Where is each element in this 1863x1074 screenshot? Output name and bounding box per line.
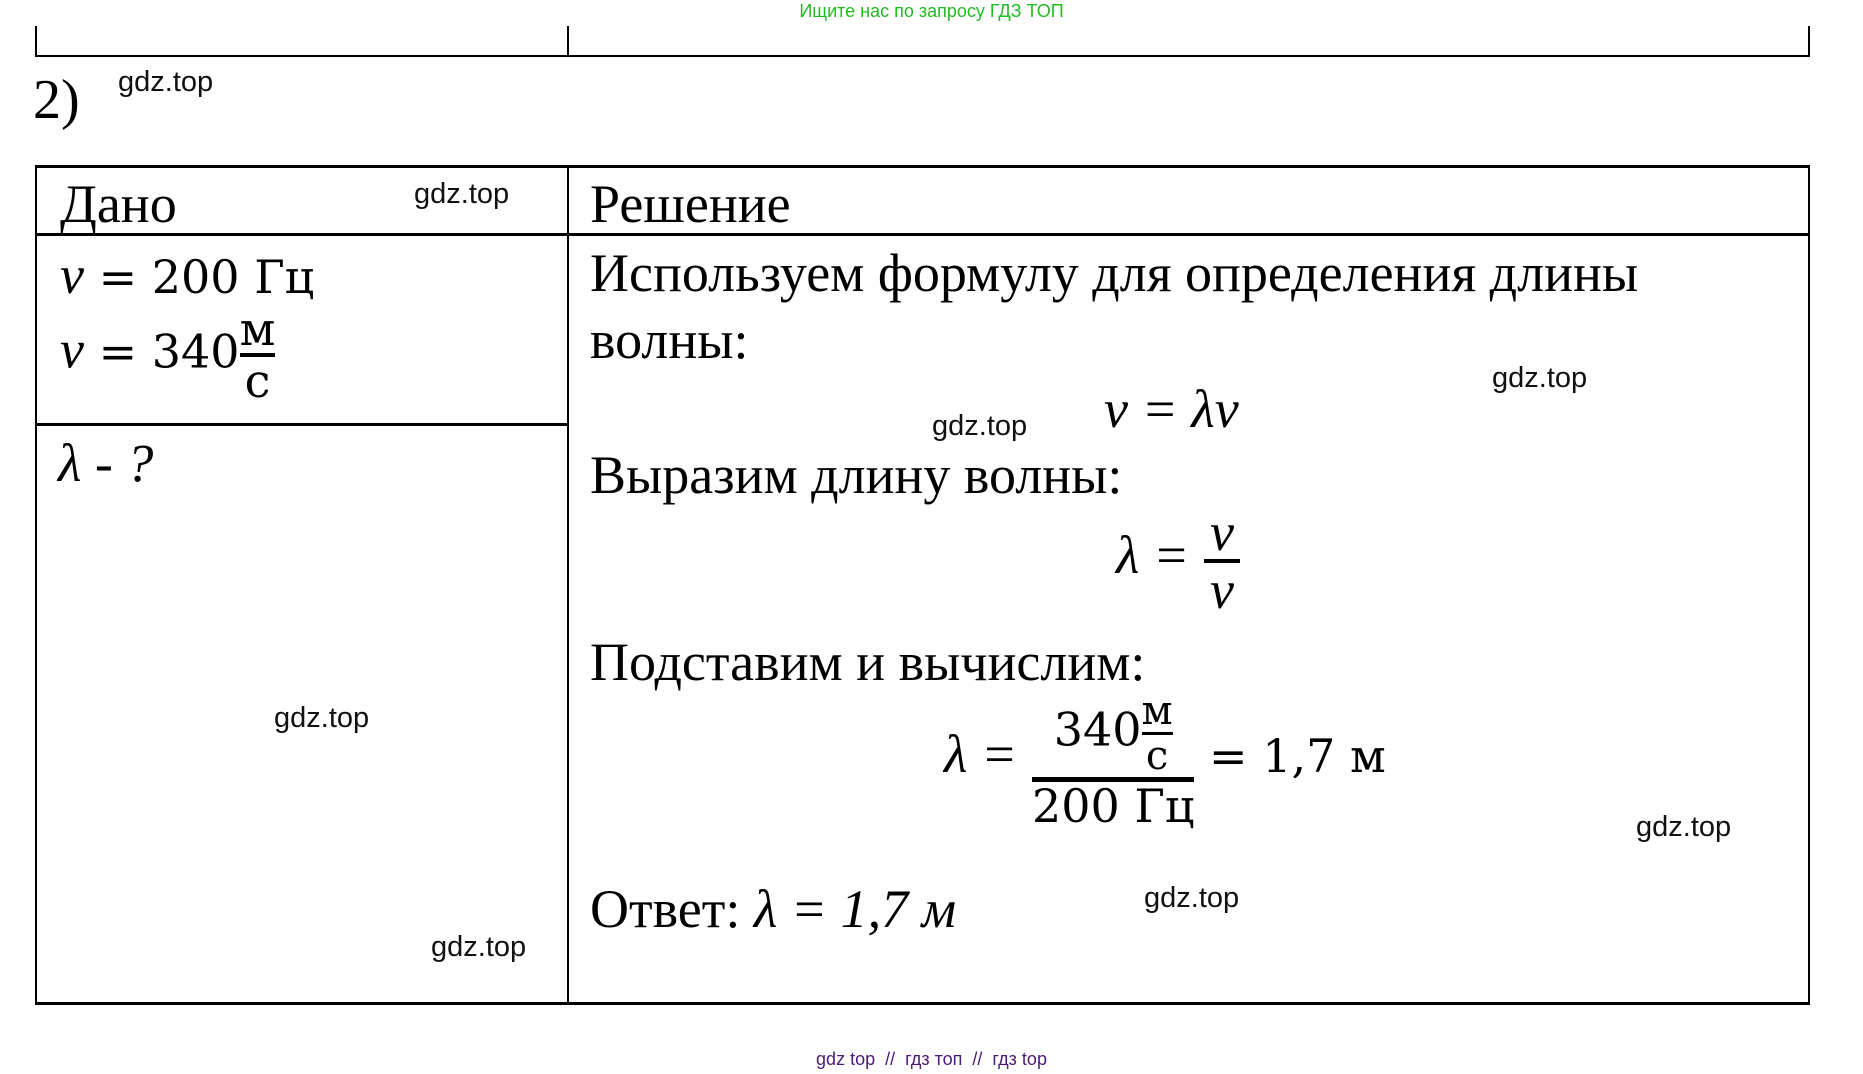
watermark: gdz.top <box>1492 362 1588 394</box>
frequency-value: 200 Гц <box>151 250 315 304</box>
item-number: 2) <box>33 69 80 131</box>
equals: = <box>98 324 138 379</box>
given-speed: v = 340 м с <box>60 302 276 409</box>
answer: Ответ: λ = 1,7 м <box>590 878 956 940</box>
equals: = <box>98 250 138 304</box>
answer-label: Ответ: <box>590 879 741 939</box>
fraction: 340 м с 200 Гц <box>1031 688 1195 833</box>
find-quantity: λ - ? <box>58 433 154 493</box>
result: = 1,7 м <box>1209 729 1386 784</box>
watermark: gdz.top <box>118 66 214 98</box>
intro-line-2: волны: <box>590 310 749 370</box>
given-header: Дано <box>60 174 177 234</box>
watermark: gdz.top <box>932 410 1028 442</box>
speed-value: 340 <box>151 324 240 379</box>
express-text: Выразим длину волны: <box>590 445 1123 505</box>
v-symbol: v <box>60 319 84 380</box>
substitute-text: Подставим и вычислим: <box>590 632 1146 692</box>
solution-header: Решение <box>590 174 791 234</box>
watermark: gdz.top <box>274 702 370 734</box>
given-frequency: ν = 200 Гц <box>60 248 314 302</box>
watermark: gdz.top <box>414 178 510 210</box>
unit-den: с <box>244 354 271 409</box>
denominator: ν <box>1209 560 1234 620</box>
formula-calculation: λ = 340 м с 200 Гц = 1,7 м <box>944 690 1386 830</box>
numerator: v <box>1209 502 1234 562</box>
footer-links[interactable]: gdz top // гдз топ // гдз top <box>816 1049 1047 1069</box>
intro-line-1: Используем формулу для определения длины <box>590 243 1639 303</box>
watermark: gdz.top <box>1144 882 1240 914</box>
answer-value: λ = 1,7 м <box>753 879 957 939</box>
watermark: gdz.top <box>431 931 527 963</box>
promo-text[interactable]: Ищите нас по запросу ГДЗ ТОП <box>799 1 1064 21</box>
watermark: gdz.top <box>1636 811 1732 843</box>
lhs: λ = <box>1116 525 1190 585</box>
denominator: 200 Гц <box>1031 779 1195 833</box>
nu-symbol: ν <box>60 245 84 305</box>
unit-num: м <box>239 302 276 356</box>
formula-wave-speed: v = λν <box>1104 379 1239 439</box>
numerator: 340 м с <box>1053 688 1173 779</box>
lhs: λ = <box>944 724 1018 785</box>
